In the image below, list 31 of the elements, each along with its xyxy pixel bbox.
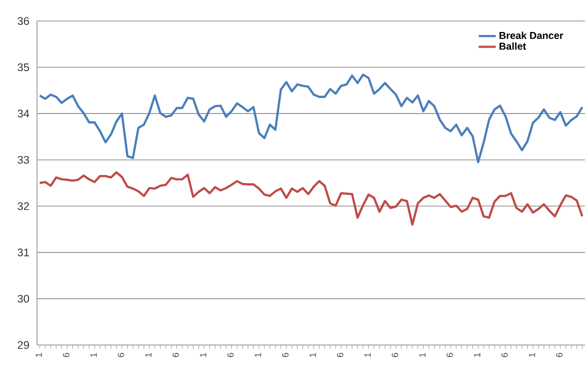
y-tick-label: 31 [18,248,29,256]
x-tick-label: 1 [254,352,262,357]
x-tick-label: 6 [501,352,508,358]
legend-label: Break Dancer [500,32,564,40]
legend-label: Ballet [500,42,526,50]
x-tick-label: 6 [556,352,563,358]
x-tick-label: 1 [36,352,42,357]
y-tick-label: 35 [18,63,29,72]
y-tick-label: 34 [18,110,30,118]
y-tick-label: 36 [18,17,29,25]
y-tick-label: 29 [18,341,29,349]
x-tick-label: 1 [310,352,316,357]
line-series [38,74,584,164]
x-tick-label: 6 [227,352,234,358]
x-tick-label: 6 [282,352,289,358]
y-tick-label: 30 [18,294,30,303]
x-tick-label: 1 [90,352,97,357]
x-tick-label: 1 [200,352,206,357]
x-tick-label: 1 [474,352,480,357]
x-tick-label: 6 [446,352,453,358]
y-tick-label: 33 [18,156,29,164]
x-tick-label: 6 [392,352,398,358]
x-tick-label: 1 [145,352,152,357]
x-tick-label: 6 [118,352,124,358]
x-tick-label: 6 [336,352,344,358]
x-tick-label: 6 [62,352,70,358]
x-tick-label: 6 [172,352,179,358]
x-tick-label: 1 [419,352,426,357]
x-tick-label: 1 [364,352,371,357]
y-tick-label: 32 [18,202,29,210]
x-tick-label: 1 [528,352,536,357]
